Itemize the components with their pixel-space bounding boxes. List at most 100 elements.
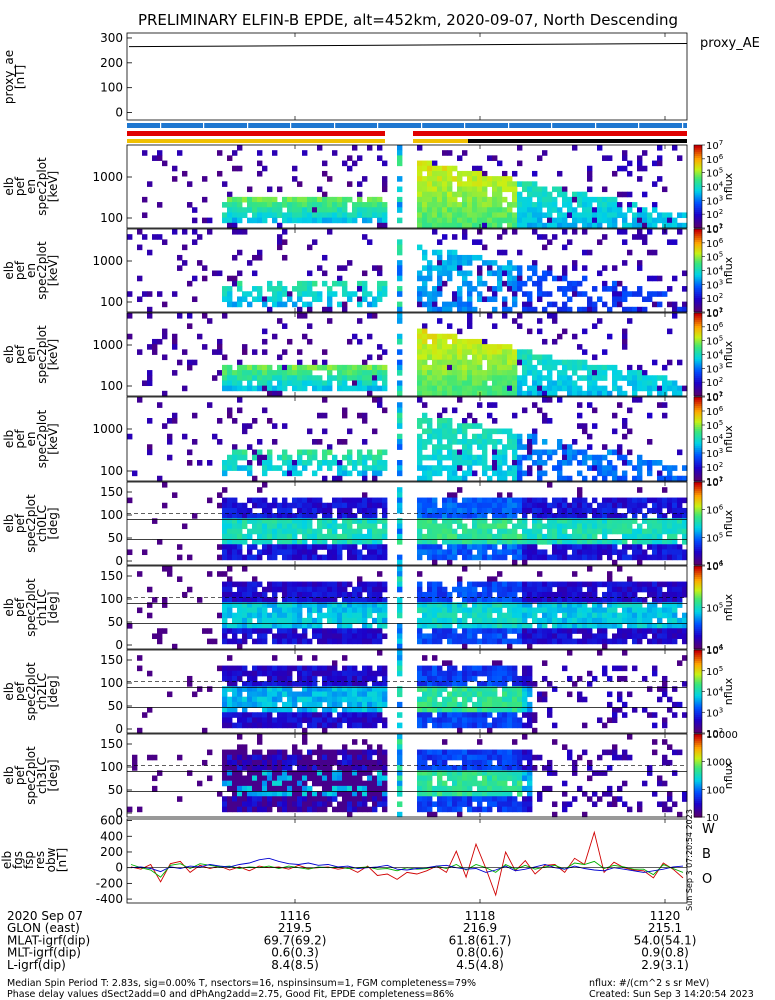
- spectrogram-cell: [497, 549, 503, 556]
- spectrogram-cell: [617, 554, 623, 561]
- spectrogram-cell: [337, 539, 343, 545]
- spectrogram-cell: [222, 628, 228, 634]
- spectrogram-cell: [502, 617, 508, 624]
- spectrogram-cell: [227, 566, 233, 572]
- colorbar-segment: [694, 494, 702, 498]
- spectrogram-cell: [297, 528, 303, 535]
- spectrogram-cell: [372, 502, 378, 509]
- spectrogram-cell: [417, 518, 423, 524]
- spectrogram-cell: [462, 539, 468, 545]
- spectrogram-cell: [567, 196, 573, 203]
- spectrogram-cell: [487, 497, 493, 504]
- colorbar-segment: [694, 207, 702, 210]
- spectrogram-cell: [452, 370, 458, 376]
- spectrogram-cell: [427, 549, 433, 556]
- spectrogram-cell: [457, 439, 463, 445]
- colorbar-segment: [694, 278, 702, 282]
- spectrogram-cell: [482, 497, 488, 504]
- colorbar-segment: [694, 601, 702, 604]
- spectrogram-cell: [362, 586, 368, 593]
- spectrogram-cell: [417, 549, 423, 556]
- spectrogram-cell: [562, 212, 568, 219]
- colorbar-segment: [694, 149, 702, 152]
- spectrogram-cell: [467, 607, 473, 614]
- spectrogram-cell: [422, 222, 428, 229]
- spectrogram-cell: [452, 528, 458, 535]
- spectrogram-cell: [427, 638, 433, 645]
- spectrogram-cell: [222, 528, 228, 535]
- spectrogram-cell: [647, 217, 653, 224]
- spectrogram-cell: [457, 460, 463, 466]
- spectrogram-cell: [502, 554, 508, 561]
- spectrogram-cell: [622, 333, 628, 340]
- spectrogram-cell: [147, 291, 153, 297]
- spectrogram-cell: [342, 544, 348, 550]
- spectrogram-cell: [617, 291, 623, 297]
- spectrogram-cell: [497, 364, 503, 371]
- spectrogram-cell: [562, 222, 568, 229]
- spectrogram-cell: [677, 591, 683, 598]
- spectrogram-cell: [662, 412, 668, 419]
- spectrogram-cell: [507, 186, 513, 193]
- spectrogram-cell: [457, 270, 463, 277]
- spectrogram-cell: [552, 591, 558, 598]
- spectrogram-cell: [582, 428, 588, 435]
- spectrogram-cell: [467, 176, 473, 182]
- spectrogram-cell: [477, 628, 483, 634]
- spectrogram-cell: [427, 591, 433, 598]
- spectrogram-cell: [437, 591, 443, 598]
- spectrogram-cell: [457, 286, 463, 292]
- spectrogram-cell: [682, 623, 688, 629]
- spectrogram-cell: [262, 696, 268, 703]
- ytick-label: 150: [100, 569, 123, 583]
- spectrogram-cell: [517, 191, 523, 198]
- spectrogram-cell: [477, 354, 483, 361]
- spectrogram-cell: [492, 518, 498, 524]
- spectrogram-cell: [582, 275, 588, 282]
- spectrogram-cell: [222, 623, 228, 629]
- spectrogram-cell: [397, 176, 403, 182]
- spectrogram-cell: [427, 554, 433, 561]
- spectrogram-cell: [377, 207, 383, 213]
- spectrogram-cell: [507, 638, 513, 645]
- spectrogram-cell: [422, 533, 428, 540]
- spectrogram-cell: [422, 370, 428, 376]
- colorbar-segment: [694, 424, 702, 427]
- spectrogram-cell: [257, 691, 263, 698]
- colorbar-segment: [694, 445, 702, 448]
- spectrogram-cell: [557, 591, 563, 598]
- spectrogram-cell: [432, 370, 438, 376]
- spectrogram-cell: [637, 549, 643, 556]
- spectrogram-cell: [252, 370, 258, 376]
- spectrogram-cell: [662, 291, 668, 297]
- spectrogram-cell: [287, 597, 293, 603]
- spectrogram-cell: [357, 460, 363, 466]
- spectrogram-cell: [487, 270, 493, 277]
- spectrogram-cell: [537, 454, 543, 461]
- spectrogram-cell: [567, 638, 573, 645]
- spectrogram-cell: [442, 633, 448, 640]
- spectrogram-cell: [472, 617, 478, 624]
- spectrogram-cell: [252, 670, 258, 677]
- spectrogram-cell: [462, 449, 468, 456]
- spectrogram-cell: [457, 487, 463, 493]
- spectrogram-cell: [317, 533, 323, 540]
- spectrogram-cell: [237, 528, 243, 535]
- spectrogram-cell: [682, 270, 688, 277]
- spectrogram-cell: [397, 623, 403, 629]
- spectrogram-cell: [532, 191, 538, 198]
- spectrogram-cell: [332, 549, 338, 556]
- spectrogram-cell: [437, 186, 443, 193]
- spectrogram-cell: [277, 602, 283, 608]
- spectrogram-cell: [422, 539, 428, 545]
- colorbar-segment: [694, 194, 702, 198]
- spectrogram-cell: [317, 502, 323, 509]
- colorbar-segment: [694, 476, 702, 480]
- spectrogram-cell: [267, 460, 273, 466]
- colorbar-segment: [694, 548, 702, 552]
- spectrogram-cell: [317, 539, 323, 545]
- colorbar-segment: [694, 215, 702, 219]
- colorbar-segment: [694, 268, 702, 272]
